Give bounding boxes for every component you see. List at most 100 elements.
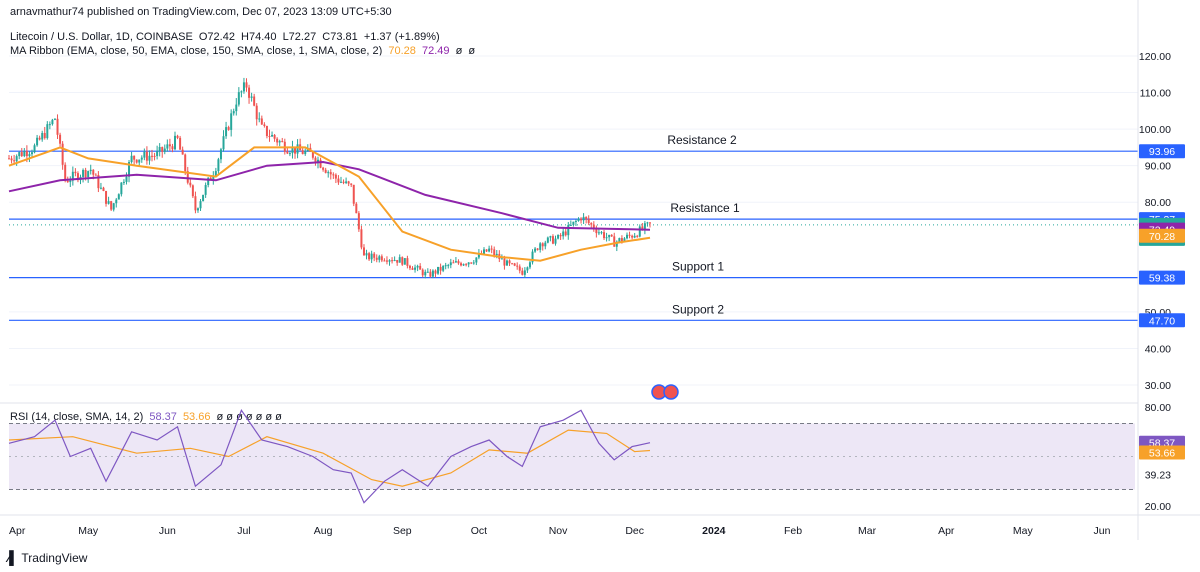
candle-body bbox=[322, 167, 325, 170]
candle-body bbox=[128, 161, 131, 177]
candle-body bbox=[117, 194, 120, 200]
candle-body bbox=[526, 267, 529, 271]
ma-ribbon-label: MA Ribbon (EMA, close, 50, EMA, close, 1… bbox=[10, 45, 383, 57]
candle-body bbox=[370, 253, 373, 260]
candle-body bbox=[15, 156, 18, 162]
candle-body bbox=[424, 271, 427, 276]
candle-body bbox=[212, 175, 215, 180]
candle-body bbox=[56, 118, 59, 135]
candle-body bbox=[161, 147, 164, 152]
candle-body bbox=[352, 184, 355, 204]
candle-body bbox=[168, 144, 171, 147]
ema50-tag: 70.28 bbox=[1149, 231, 1175, 243]
time-tick-label: Jun bbox=[1094, 525, 1111, 537]
candle-body bbox=[411, 268, 414, 270]
candle-body bbox=[426, 271, 429, 273]
candle-body bbox=[528, 262, 531, 268]
candle-body bbox=[10, 158, 13, 161]
candle-body bbox=[564, 231, 567, 236]
candle-body bbox=[337, 178, 340, 183]
candle-body bbox=[388, 260, 391, 262]
candle-body bbox=[181, 149, 184, 155]
candle-body bbox=[319, 159, 322, 168]
candle-body bbox=[173, 135, 176, 150]
candle-body bbox=[82, 169, 85, 177]
candle-body bbox=[232, 111, 235, 114]
ohlc-high: H74.40 bbox=[241, 31, 277, 43]
candle-body bbox=[462, 264, 465, 266]
candle-body bbox=[431, 270, 434, 277]
rsi-tick-label: 80.00 bbox=[1145, 402, 1171, 414]
candle-body bbox=[332, 174, 335, 176]
candle-body bbox=[23, 151, 26, 157]
level-tag-bg bbox=[1139, 313, 1185, 328]
candle-body bbox=[263, 124, 266, 126]
candle-body bbox=[258, 118, 261, 120]
candle-body bbox=[360, 229, 363, 248]
time-tick-label: Apr bbox=[9, 525, 26, 537]
level-tag: 47.70 bbox=[1149, 315, 1175, 327]
tradingview-logo[interactable]: ⁄▌ TradingView bbox=[8, 550, 87, 565]
candle-body bbox=[271, 134, 274, 137]
time-tick-label: Apr bbox=[938, 525, 955, 537]
candle-body bbox=[8, 158, 10, 160]
candle-body bbox=[385, 260, 388, 262]
ma-ribbon-legend[interactable]: MA Ribbon (EMA, close, 50, EMA, close, 1… bbox=[10, 45, 478, 57]
candle-body bbox=[569, 224, 572, 226]
candle-body bbox=[521, 270, 524, 275]
candle-body bbox=[516, 265, 519, 267]
candle-body bbox=[636, 235, 639, 237]
rsi-ma-line bbox=[8, 429, 651, 487]
candle-body bbox=[43, 133, 46, 139]
candle-body bbox=[403, 258, 406, 265]
candle-body bbox=[355, 203, 358, 214]
candle-body bbox=[122, 181, 125, 183]
candle-body bbox=[460, 263, 463, 266]
candle-body bbox=[638, 226, 641, 237]
candle-body bbox=[25, 151, 28, 157]
candle-body bbox=[61, 143, 64, 165]
candle-body bbox=[595, 229, 598, 234]
candle-body bbox=[567, 225, 570, 236]
rsi-legend[interactable]: RSI (14, close, SMA, 14, 2) 58.37 53.66 … bbox=[10, 411, 285, 423]
candle-body bbox=[317, 159, 320, 163]
rsi-value: 58.37 bbox=[149, 411, 177, 423]
candle-body bbox=[301, 150, 304, 155]
candle-body bbox=[156, 151, 159, 157]
candle-body bbox=[36, 137, 39, 146]
candle-body bbox=[454, 261, 457, 263]
candle-body bbox=[199, 201, 202, 209]
time-axis[interactable]: Apr May Jun Jul Aug Sep Oct Nov Dec 2024 Feb Mar Apr… bbox=[9, 525, 1111, 537]
symbol-legend[interactable]: Litecoin / U.S. Dollar, 1D, COINBASE O72… bbox=[10, 31, 443, 43]
rsi-empty-values: ø ø ø ø ø ø ø bbox=[216, 411, 282, 423]
candle-body bbox=[140, 157, 143, 160]
candle-body bbox=[613, 236, 616, 247]
candle-body bbox=[513, 263, 516, 266]
candle-body bbox=[196, 208, 199, 211]
candle-body bbox=[350, 183, 353, 185]
ma-ribbon-value-2: 72.49 bbox=[421, 45, 450, 57]
candle-body bbox=[582, 216, 585, 221]
candle-body bbox=[467, 262, 470, 265]
candle-body bbox=[475, 257, 478, 263]
candle-body bbox=[38, 137, 41, 140]
candle-body bbox=[396, 259, 399, 263]
publisher-text: arnavmathur74 published on TradingView.c… bbox=[10, 6, 392, 18]
candle-body bbox=[546, 237, 549, 243]
candle-body bbox=[511, 263, 514, 265]
candle-body bbox=[334, 174, 337, 179]
time-tick-label: Jun bbox=[159, 525, 176, 537]
candle-body bbox=[544, 242, 547, 247]
candle-body bbox=[378, 256, 381, 260]
candle-body bbox=[580, 218, 583, 221]
level-label: Support 2 bbox=[672, 302, 724, 316]
candle-body bbox=[184, 154, 187, 172]
candle-body bbox=[557, 235, 560, 239]
candle-body bbox=[437, 266, 440, 274]
candle-body bbox=[130, 155, 133, 162]
price-tick-label: 80.00 bbox=[1145, 197, 1171, 209]
candle-body bbox=[230, 113, 233, 130]
candle-body bbox=[250, 96, 253, 98]
